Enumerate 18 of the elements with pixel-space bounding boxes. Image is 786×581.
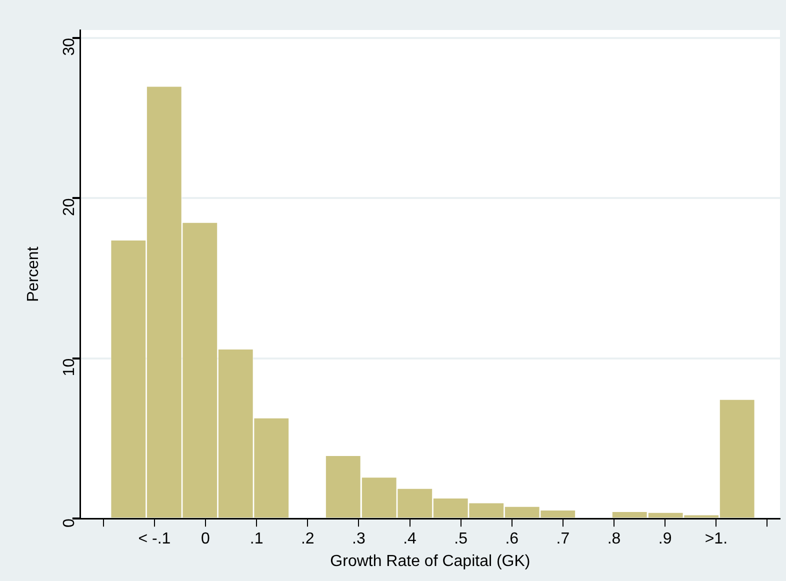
x-tick-label: .8 [607, 530, 621, 548]
x-tick-label: .9 [658, 530, 672, 548]
y-axis-title: Percent [25, 246, 42, 302]
x-axis-title: Growth Rate of Capital (GK) [330, 552, 530, 570]
x-tick-label: 0 [201, 530, 210, 548]
x-tick-label: .3 [352, 530, 366, 548]
x-tick-label: .7 [556, 530, 570, 548]
y-tick-label: 30 [60, 38, 78, 56]
y-tick-label: 10 [60, 358, 78, 376]
y-tick-label: 20 [60, 198, 78, 216]
x-tick-label: .4 [403, 530, 417, 548]
x-tick-label: .2 [300, 530, 314, 548]
x-tick-label: .1 [250, 530, 264, 548]
y-tick-label: 0 [60, 518, 78, 528]
x-tick-label: .5 [454, 530, 468, 548]
x-tick-label: >1. [704, 530, 728, 548]
x-tick-label: < -.1 [138, 530, 171, 548]
x-tick-label: .6 [505, 530, 519, 548]
